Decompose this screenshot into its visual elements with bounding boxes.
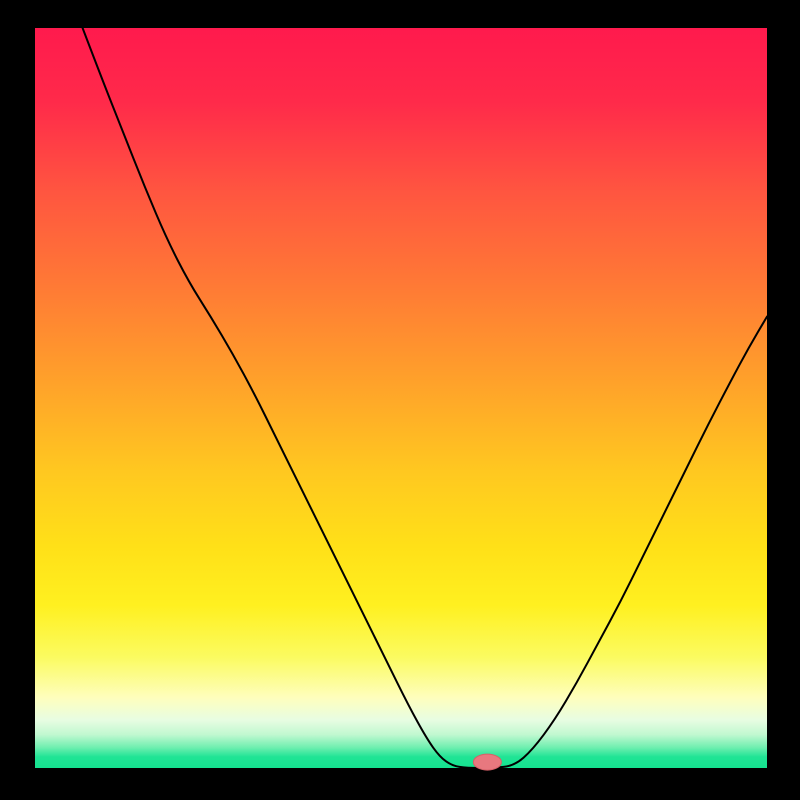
chart-container: TheBottleneck.com <box>0 0 800 800</box>
bottleneck-chart <box>0 0 800 800</box>
plot-gradient-area <box>35 28 767 768</box>
optimal-marker <box>473 754 501 770</box>
